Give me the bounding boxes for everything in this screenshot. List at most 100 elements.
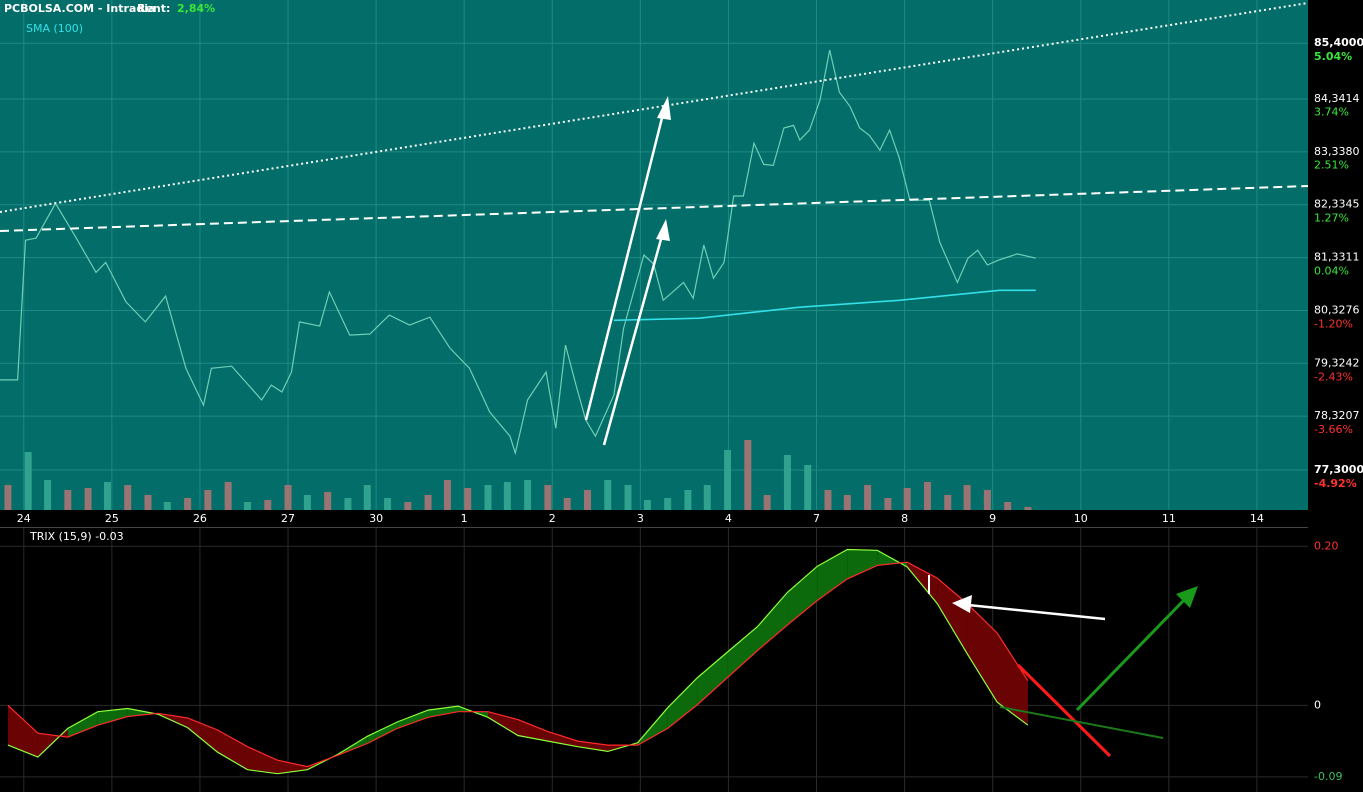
- band-fill: [577, 741, 608, 752]
- series-line: [7, 561, 1029, 768]
- band-fill: [247, 746, 278, 774]
- trend-line: [0, 185, 1309, 232]
- arrow: [967, 603, 1106, 621]
- volume-bar: [424, 495, 432, 510]
- y-tick-label: 0.20: [1314, 539, 1339, 552]
- band-fill: [217, 729, 248, 770]
- volume-bar: [804, 465, 812, 510]
- volume-bar: [583, 490, 591, 510]
- band-fill: [517, 719, 548, 742]
- volume-bar: [344, 498, 352, 510]
- y-tick-label: -0.09: [1314, 770, 1342, 783]
- arrow-head: [656, 219, 670, 241]
- volume-bar: [503, 482, 511, 510]
- x-tick-label: 10: [1074, 512, 1088, 525]
- volume-bar: [103, 482, 111, 510]
- legend-entry: SMA (100): [26, 22, 83, 35]
- volume-bar: [664, 498, 672, 510]
- drawings: [0, 2, 1309, 758]
- y-tick-label: 78,3207: [1314, 409, 1360, 422]
- indicator-title: TRIX (15,9) -0.03: [29, 530, 124, 543]
- band-fill: [967, 603, 998, 703]
- y2-tick-label: -2.43%: [1314, 370, 1353, 383]
- band-fill: [727, 626, 758, 678]
- y2-tick-label: -3.66%: [1314, 423, 1353, 436]
- volume-bar: [944, 495, 952, 510]
- y-tick-label: 83,3380: [1314, 145, 1360, 158]
- band-fill: [937, 578, 968, 654]
- volume-bar: [84, 488, 92, 510]
- x-tick-label: 24: [17, 512, 31, 525]
- x-tick-label: 4: [725, 512, 732, 525]
- y-tick-label: 82,3345: [1314, 198, 1360, 211]
- y2-tick-label: 1.27%: [1314, 212, 1349, 225]
- y-tick-label: 77,3000: [1314, 463, 1363, 476]
- volume-bar: [44, 480, 52, 510]
- x-tick-label: 9: [989, 512, 996, 525]
- volume-bar: [983, 490, 991, 510]
- volume-bar: [464, 488, 472, 510]
- x-tick-label: 27: [281, 512, 295, 525]
- band-fill: [97, 708, 128, 726]
- trend-line: [1016, 663, 1112, 758]
- volume-bar: [724, 450, 732, 510]
- band-fill: [428, 706, 459, 718]
- y-tick-label: 79,3242: [1314, 356, 1360, 369]
- arrow-head: [1176, 586, 1198, 608]
- band-fill: [367, 722, 398, 744]
- volume-bar: [744, 440, 752, 510]
- volume-bar: [864, 485, 872, 510]
- trix-panel: [0, 528, 1308, 792]
- volume-bar: [783, 455, 791, 510]
- volume-bar: [244, 502, 252, 510]
- y2-tick-label: 0.04%: [1314, 264, 1349, 277]
- series-line: [7, 548, 1029, 775]
- volume-bar: [443, 480, 451, 510]
- arrow: [584, 109, 666, 421]
- grid: [0, 0, 1308, 792]
- volume-bar: [903, 488, 911, 510]
- band-fill: [757, 592, 788, 651]
- y-tick-label: 81,3311: [1314, 251, 1360, 264]
- arrow: [602, 231, 665, 446]
- arrow-head: [952, 595, 972, 613]
- volume-bar: [963, 485, 971, 510]
- volume-bar: [363, 485, 371, 510]
- volume-bar: [884, 498, 892, 510]
- volume-bar: [124, 485, 132, 510]
- volume-bar: [204, 490, 212, 510]
- volume-bar: [264, 500, 272, 510]
- volume-bar: [684, 490, 692, 510]
- volume-bar: [923, 482, 931, 510]
- y-tick-label: 85,4000: [1314, 36, 1363, 49]
- band-fill: [997, 632, 1028, 726]
- trend-line: [0, 2, 1309, 213]
- volume-bar: [563, 498, 571, 510]
- band-fill: [697, 652, 728, 705]
- band-fill: [187, 718, 218, 753]
- volume-bar: [4, 485, 12, 510]
- y-tick-label: 80,3276: [1314, 303, 1360, 316]
- volume-bar: [324, 492, 332, 510]
- rent-label: Rent:: [137, 2, 170, 15]
- volume-bar: [384, 498, 392, 510]
- volume-bar: [1024, 507, 1032, 510]
- volume-bar: [544, 485, 552, 510]
- y-tick-label: 84,3414: [1314, 92, 1360, 105]
- x-tick-label: 2: [549, 512, 556, 525]
- volume-bar: [624, 485, 632, 510]
- volume-bar: [224, 482, 232, 510]
- x-tick-label: 11: [1162, 512, 1176, 525]
- volume-bar: [303, 495, 311, 510]
- volume-bar: [703, 485, 711, 510]
- x-tick-label: 25: [105, 512, 119, 525]
- arrow: [1075, 596, 1188, 712]
- volume-bar: [144, 495, 152, 510]
- band-fill: [547, 731, 578, 747]
- volume-bar: [404, 502, 412, 510]
- x-axis-strip: [0, 510, 1363, 528]
- rent-value: 2,84%: [177, 2, 215, 15]
- volume-bar: [484, 485, 492, 510]
